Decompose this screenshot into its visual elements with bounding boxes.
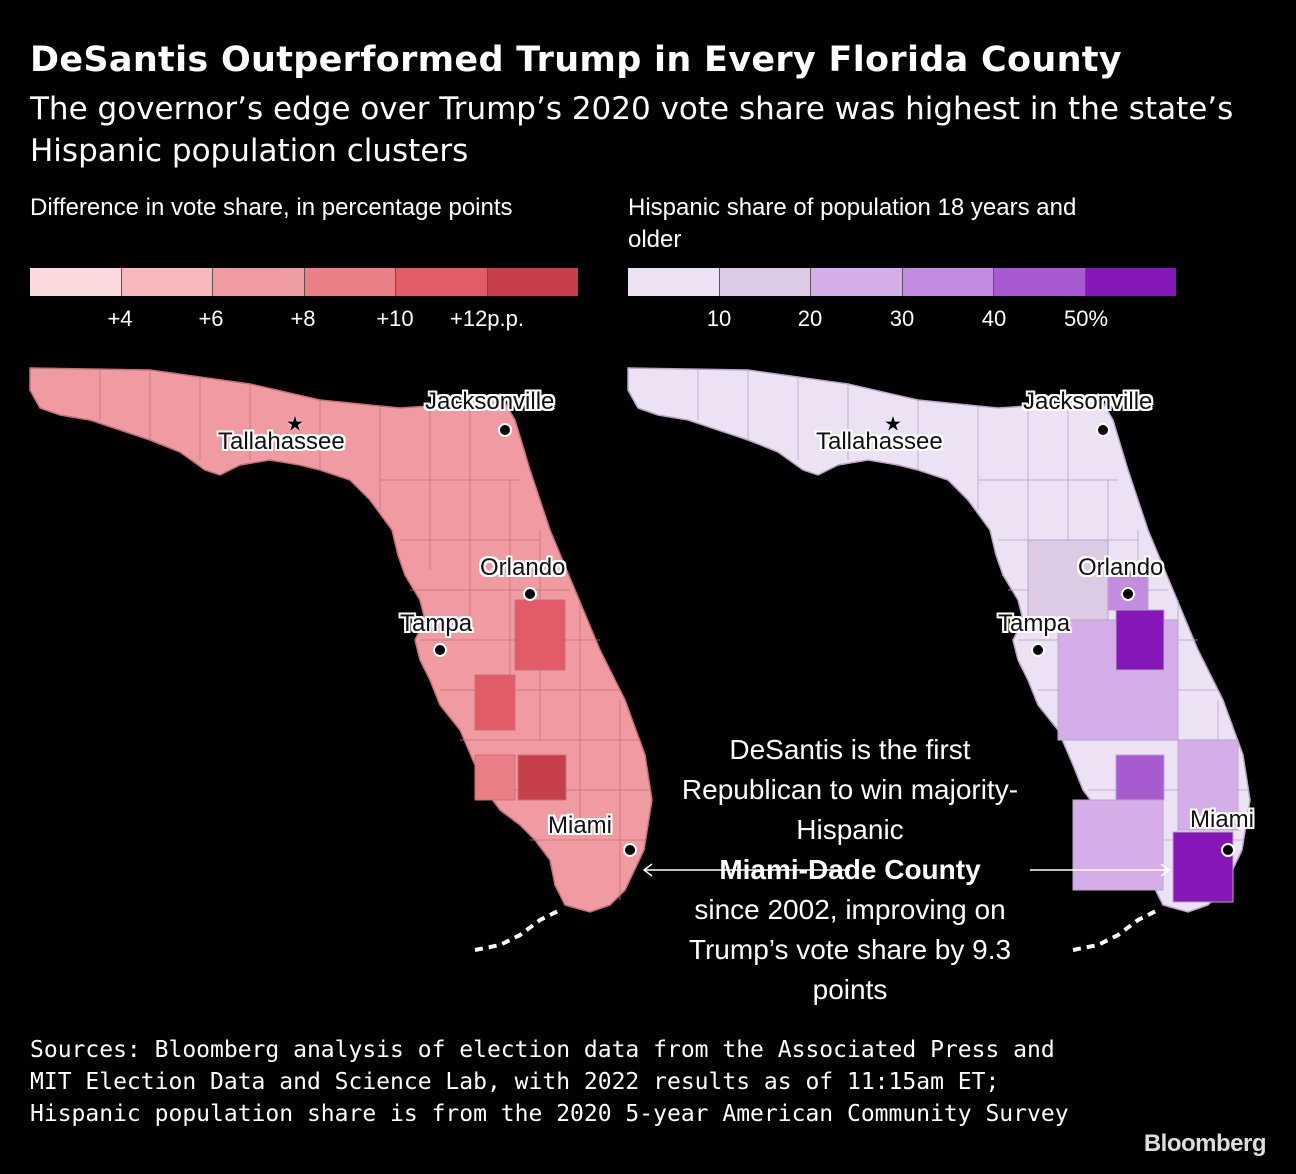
bloomberg-logo: Bloomberg	[1143, 1130, 1267, 1157]
legend-right-swatch-3	[902, 268, 994, 296]
city-label-tallahassee: Tallahassee	[816, 428, 943, 455]
county-high-2	[474, 674, 516, 731]
legend-left-title: Difference in vote share, in percentage …	[30, 194, 513, 221]
capital-star-icon: ★	[884, 413, 902, 436]
legend-right-tick: 10	[706, 306, 732, 331]
legend-right-title: Hispanic share of population 18 years an…	[628, 194, 1077, 253]
legend-right-bar	[628, 268, 1176, 296]
capital-star-icon: ★	[286, 413, 304, 436]
legend-left-bar	[30, 268, 578, 296]
legend-left-tick: +12p.p.	[449, 306, 525, 331]
city-label-tampa: Tampa	[998, 610, 1071, 637]
annotation-bold: Miami-Dade County	[719, 854, 981, 885]
city-dot-orlando	[1121, 587, 1135, 601]
annotation-text-1: DeSantis is the first Republican to win …	[681, 734, 1019, 845]
city-label-orlando: Orlando	[480, 554, 566, 581]
city-label-jacksonville: Jacksonville	[425, 388, 555, 415]
city-dot-tampa	[1031, 643, 1045, 657]
county-hendry	[1115, 754, 1165, 801]
legend-right-swatch-4	[994, 268, 1086, 296]
legend-left-swatch-4	[396, 268, 488, 296]
city-label-tampa: Tampa	[400, 610, 473, 637]
legend-left-tick: +4	[107, 306, 133, 331]
city-label-miami: Miami	[548, 812, 612, 839]
legend-right-swatch-0	[628, 268, 720, 296]
county-highest	[517, 754, 567, 801]
city-label-orlando: Orlando	[1078, 554, 1164, 581]
florida-keys	[1072, 908, 1159, 952]
florida-outline	[627, 367, 1251, 913]
county-miami-dade	[1172, 831, 1234, 903]
legend-left-swatch-0	[30, 268, 122, 296]
chart-subtitle: The governor’s edge over Trump’s 2020 vo…	[30, 91, 1234, 169]
legend-right-swatch-2	[811, 268, 903, 296]
vote-share-map: ★ Tallahassee Jacksonville Orlando Tampa…	[20, 360, 850, 980]
city-label-tallahassee: Tallahassee	[218, 428, 345, 455]
city-label-jacksonville: Jacksonville	[1023, 388, 1153, 415]
hispanic-share-map: ★ Tallahassee Jacksonville Orlando Tampa…	[618, 360, 1254, 980]
annotation-text-2: since 2002, improving on Trump’s vote sh…	[688, 894, 1012, 1005]
county-broward	[1177, 739, 1239, 831]
legend-left-swatch-1	[121, 268, 213, 296]
legend-right-tick: 30	[889, 306, 915, 331]
legend-right-tick: 40	[981, 306, 1007, 331]
city-dot-orlando	[523, 587, 537, 601]
chart-title: DeSantis Outperformed Trump in Every Flo…	[30, 40, 1122, 80]
county-osceola	[1115, 609, 1165, 671]
legend-left-swatch-2	[213, 268, 305, 296]
legend-left-swatch-5	[487, 268, 578, 296]
legend-left-tick: +8	[290, 306, 316, 331]
florida-keys	[474, 908, 561, 952]
city-dot-miami	[1221, 843, 1235, 857]
legend-right-tick: 50%	[1063, 306, 1109, 331]
city-dot-jacksonville	[1096, 423, 1110, 437]
county-mid	[474, 754, 516, 801]
county-ddcbe6	[1027, 539, 1109, 621]
legend-right-tick: 20	[797, 306, 823, 331]
city-dot-miami	[623, 843, 637, 857]
county-collier	[1072, 799, 1164, 891]
legend-right-swatch-5	[1085, 268, 1176, 296]
county-high-1	[514, 599, 566, 671]
florida-map-hispanic	[627, 367, 1251, 952]
source-note: Sources: Bloomberg analysis of election …	[30, 1037, 1069, 1127]
city-label-miami: Miami	[1190, 806, 1254, 833]
legend-left-tick: +10	[376, 306, 414, 331]
miami-dade-annotation: DeSantis is the first Republican to win …	[660, 730, 1040, 1010]
legend-left-swatch-3	[304, 268, 396, 296]
legend-left-tick: +6	[198, 306, 224, 331]
legend-right-swatch-1	[719, 268, 811, 296]
florida-map-vote-share	[29, 367, 850, 952]
city-dot-tampa	[433, 643, 447, 657]
city-dot-jacksonville	[498, 423, 512, 437]
